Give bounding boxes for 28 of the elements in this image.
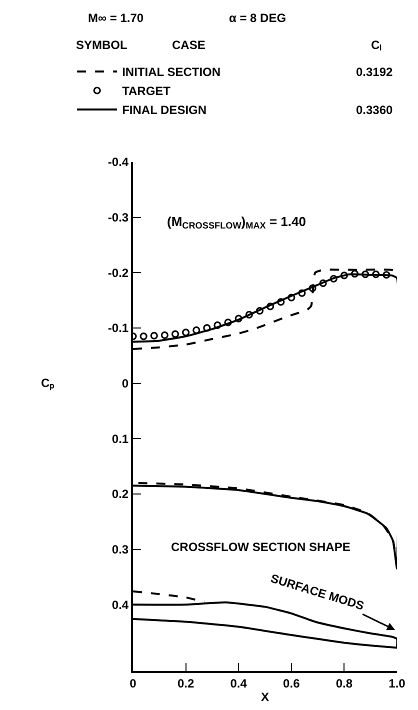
x-tick-label: 0.2 bbox=[177, 676, 194, 690]
x-tick-label: 0.4 bbox=[230, 676, 248, 690]
annotation: (M$_{CROSSFLOW}$)$_{MAX}$ = 1.40 bbox=[167, 214, 306, 231]
x-axis-title: X bbox=[261, 690, 270, 704]
legend-label: FINAL DESIGN bbox=[122, 103, 207, 118]
y-axis-title: Cₚ bbox=[41, 376, 55, 391]
y-tick-label: 0.2 bbox=[112, 487, 129, 502]
x-tick-label: 1.0 bbox=[388, 676, 406, 690]
y-tick-label: -0.3 bbox=[108, 210, 129, 225]
text: M∞ = 1.70 bbox=[88, 11, 144, 25]
text: 0.3360 bbox=[356, 103, 394, 117]
text: CASE bbox=[172, 38, 206, 52]
text: 0.3192 bbox=[356, 65, 394, 79]
text: SYMBOL bbox=[76, 38, 128, 52]
legend-label: TARGET bbox=[122, 84, 172, 98]
text: Cₗ bbox=[371, 38, 382, 52]
x-tick-label: 0.6 bbox=[283, 676, 300, 690]
y-tick-label: -0.1 bbox=[108, 321, 129, 336]
y-tick-label: 0.4 bbox=[112, 598, 129, 612]
y-tick-label: 0.3 bbox=[112, 542, 129, 556]
y-tick-label: 0.1 bbox=[112, 432, 129, 446]
text: α = 8 DEG bbox=[229, 11, 286, 25]
x-tick-label: 0.8 bbox=[336, 676, 353, 690]
y-tick-label: -0.2 bbox=[108, 266, 129, 280]
y-tick-label: -0.4 bbox=[108, 155, 129, 170]
y-tick-label: 0 bbox=[122, 376, 129, 390]
annotation: CROSSFLOW SECTION SHAPE bbox=[171, 540, 350, 554]
legend-label: INITIAL SECTION bbox=[122, 65, 221, 80]
